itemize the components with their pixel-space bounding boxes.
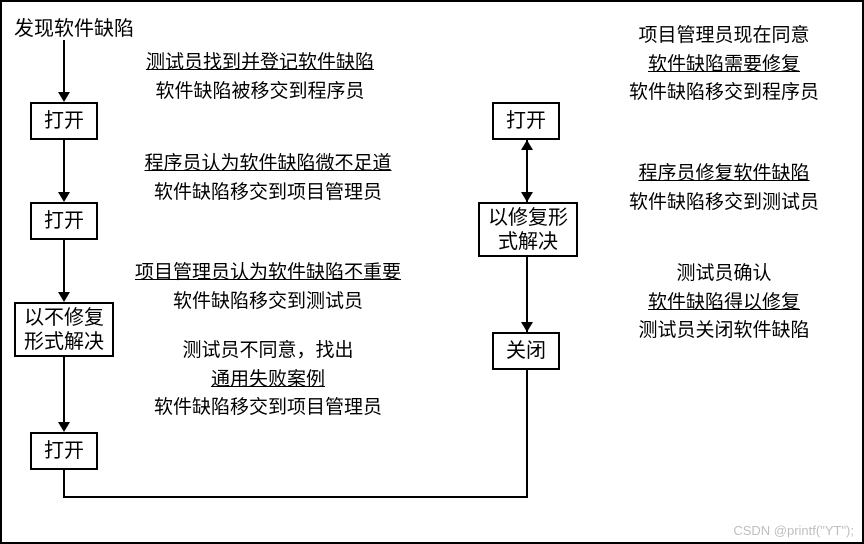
annot-4-line2: 软件缺陷移交到项目管理员	[118, 394, 418, 423]
start-title: 发现软件缺陷	[14, 12, 134, 41]
node-open-3: 打开	[30, 432, 98, 470]
annot-7-line1: 测试员确认	[604, 260, 844, 289]
node-open-1: 打开	[30, 102, 98, 140]
node-resolve-nofix: 以不修复 形式解决	[14, 302, 114, 357]
node-resolve-fix: 以修复形 式解决	[478, 202, 578, 257]
annot-2-line2: 软件缺陷移交到项目管理员	[118, 179, 418, 208]
flowchart-canvas: 发现软件缺陷 打开 打开 以不修复 形式解决 打开 打开 以修复形 式解决 关闭…	[0, 0, 864, 544]
annot-2-line1: 程序员认为软件缺陷微不足道	[118, 150, 418, 179]
annot-6-line2: 软件缺陷移交到测试员	[604, 189, 844, 218]
watermark: CSDN @printf("YT");	[733, 523, 854, 538]
annot-5-line2: 软件缺陷移交到程序员	[604, 79, 844, 108]
annot-4-line1b: 通用失败案例	[118, 366, 418, 395]
annot-3: 项目管理员认为软件缺陷不重要 软件缺陷移交到测试员	[108, 259, 428, 316]
annot-6-line1: 程序员修复软件缺陷	[604, 160, 844, 189]
annot-1-line1: 测试员找到并登记软件缺陷	[120, 49, 400, 78]
annot-3-line1: 项目管理员认为软件缺陷不重要	[108, 259, 428, 288]
annot-5: 项目管理员现在同意 软件缺陷需要修复 软件缺陷移交到程序员	[604, 22, 844, 108]
annot-4-line1: 测试员不同意，找出	[118, 337, 418, 366]
annot-3-line2: 软件缺陷移交到测试员	[108, 288, 428, 317]
annot-5-line1b: 软件缺陷需要修复	[604, 51, 844, 80]
annot-5-line1: 项目管理员现在同意	[604, 22, 844, 51]
annot-1: 测试员找到并登记软件缺陷 软件缺陷被移交到程序员	[120, 49, 400, 106]
annot-7-line1b: 软件缺陷得以修复	[604, 289, 844, 318]
annot-2: 程序员认为软件缺陷微不足道 软件缺陷移交到项目管理员	[118, 150, 418, 207]
annot-7: 测试员确认 软件缺陷得以修复 测试员关闭软件缺陷	[604, 260, 844, 346]
node-open-2: 打开	[30, 202, 98, 240]
annot-1-line2: 软件缺陷被移交到程序员	[120, 78, 400, 107]
annot-6: 程序员修复软件缺陷 软件缺陷移交到测试员	[604, 160, 844, 217]
annot-7-line2: 测试员关闭软件缺陷	[604, 317, 844, 346]
node-open-4: 打开	[492, 102, 560, 140]
node-close: 关闭	[492, 332, 560, 370]
annot-4: 测试员不同意，找出 通用失败案例 软件缺陷移交到项目管理员	[118, 337, 418, 423]
